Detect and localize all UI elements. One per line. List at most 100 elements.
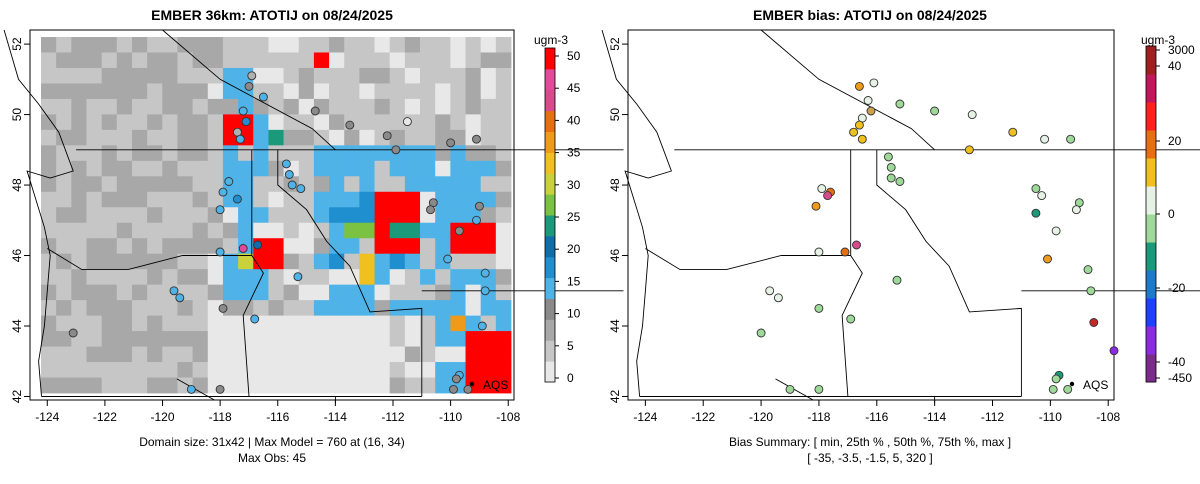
grid-cell <box>495 145 512 162</box>
grid-cell <box>465 145 482 162</box>
grid-cell <box>131 176 148 193</box>
grid-cell <box>71 52 87 69</box>
grid-cell <box>359 191 375 208</box>
observation-point <box>253 240 263 250</box>
grid-cell <box>420 253 436 270</box>
observation-point <box>391 145 401 155</box>
x-tick-label: -122 <box>691 410 715 424</box>
colorbar-tick-label: 20 <box>1168 134 1182 148</box>
grid-cell <box>359 176 375 193</box>
grid-cell <box>298 346 315 363</box>
grid-cell <box>495 37 512 53</box>
grid-cell <box>131 346 148 363</box>
grid-cell <box>162 114 178 131</box>
grid-cell <box>207 145 224 162</box>
bias-point <box>846 314 856 324</box>
grid-cell <box>313 160 330 177</box>
grid-cell <box>298 145 315 162</box>
grid-cell <box>131 114 148 131</box>
grid-cell <box>389 222 406 239</box>
grid-cell <box>41 300 57 317</box>
left-colorbar-unit: ugm-3 <box>534 33 568 47</box>
grid-cell <box>131 129 148 146</box>
grid-cell <box>495 83 512 100</box>
bias-point <box>964 145 974 155</box>
grid-cell <box>404 207 421 224</box>
grid-cell <box>101 331 118 347</box>
left-x-axis-ticks: -124 -122 -120 -118 -116 -114 -112 -110 -108 <box>35 400 521 424</box>
grid-cell <box>465 67 482 84</box>
observation-point <box>287 180 297 190</box>
observation-point <box>258 92 268 102</box>
grid-cell <box>329 191 345 208</box>
grid-cell <box>389 176 406 193</box>
y-tick-label: 42 <box>10 389 24 403</box>
grid-cell <box>495 315 512 332</box>
grid-cell <box>374 114 391 131</box>
grid-cell <box>389 346 406 363</box>
grid-cell <box>374 253 391 270</box>
grid-cell <box>131 83 148 100</box>
grid-cell <box>359 346 375 363</box>
right-bias-markers <box>756 78 1119 394</box>
grid-cell <box>313 300 330 317</box>
grid-cell <box>480 238 497 255</box>
grid-cell <box>253 253 269 270</box>
grid-cell <box>344 331 360 347</box>
x-tick-label: -110 <box>439 410 462 424</box>
grid-cell <box>162 253 178 270</box>
grid-cell <box>207 176 224 193</box>
grid-cell <box>238 145 254 162</box>
grid-cell <box>253 129 269 146</box>
grid-cell <box>495 253 512 270</box>
grid-cell <box>298 37 315 53</box>
colorbar-tick-label: 35 <box>567 146 581 160</box>
grid-cell <box>344 83 360 100</box>
grid-cell <box>374 315 391 332</box>
grid-cell <box>465 98 482 115</box>
grid-cell <box>420 284 436 301</box>
grid-cell <box>495 284 512 301</box>
observation-point <box>426 205 435 215</box>
grid-cell <box>283 191 300 208</box>
x-tick-label: -112 <box>981 410 1004 424</box>
grid-cell <box>359 98 375 115</box>
y-tick-label: 52 <box>10 37 24 51</box>
grid-cell <box>192 300 209 317</box>
grid-cell <box>56 129 72 146</box>
grid-cell <box>495 114 512 131</box>
grid-cell <box>480 300 497 317</box>
observation-point <box>472 215 481 225</box>
grid-cell <box>465 362 482 378</box>
grid-cell <box>268 377 284 394</box>
grid-cell <box>298 315 315 332</box>
grid-cell <box>192 83 209 100</box>
grid-cell <box>207 284 224 301</box>
grid-cell <box>131 253 148 270</box>
bias-point <box>1066 134 1076 144</box>
grid-cell <box>420 315 436 332</box>
grid-cell <box>313 176 330 193</box>
colorbar-swatch <box>545 48 555 70</box>
observation-point <box>477 321 487 331</box>
grid-cell <box>222 315 239 332</box>
colorbar-tick-label: 0 <box>1168 207 1175 221</box>
grid-cell <box>420 377 436 394</box>
bias-point <box>1048 384 1058 394</box>
grid-cell <box>192 176 209 193</box>
grid-cell <box>162 207 178 224</box>
grid-cell <box>450 207 466 224</box>
colorbar-frame <box>544 47 556 383</box>
grid-cell <box>192 222 209 239</box>
grid-cell <box>56 284 72 301</box>
grid-cell <box>101 176 118 193</box>
grid-cell <box>147 160 163 177</box>
colorbar-swatch <box>545 89 555 112</box>
border-line <box>277 149 423 397</box>
grid-cell <box>86 362 103 378</box>
grid-cell <box>283 83 300 100</box>
x-tick-label: -120 <box>749 410 773 424</box>
grid-cell <box>420 331 436 347</box>
grid-cell <box>222 52 239 69</box>
right-x-axis-ticks: -124 -122 -120 -118 -116 -114 -112 -110 -108 <box>633 400 1121 424</box>
